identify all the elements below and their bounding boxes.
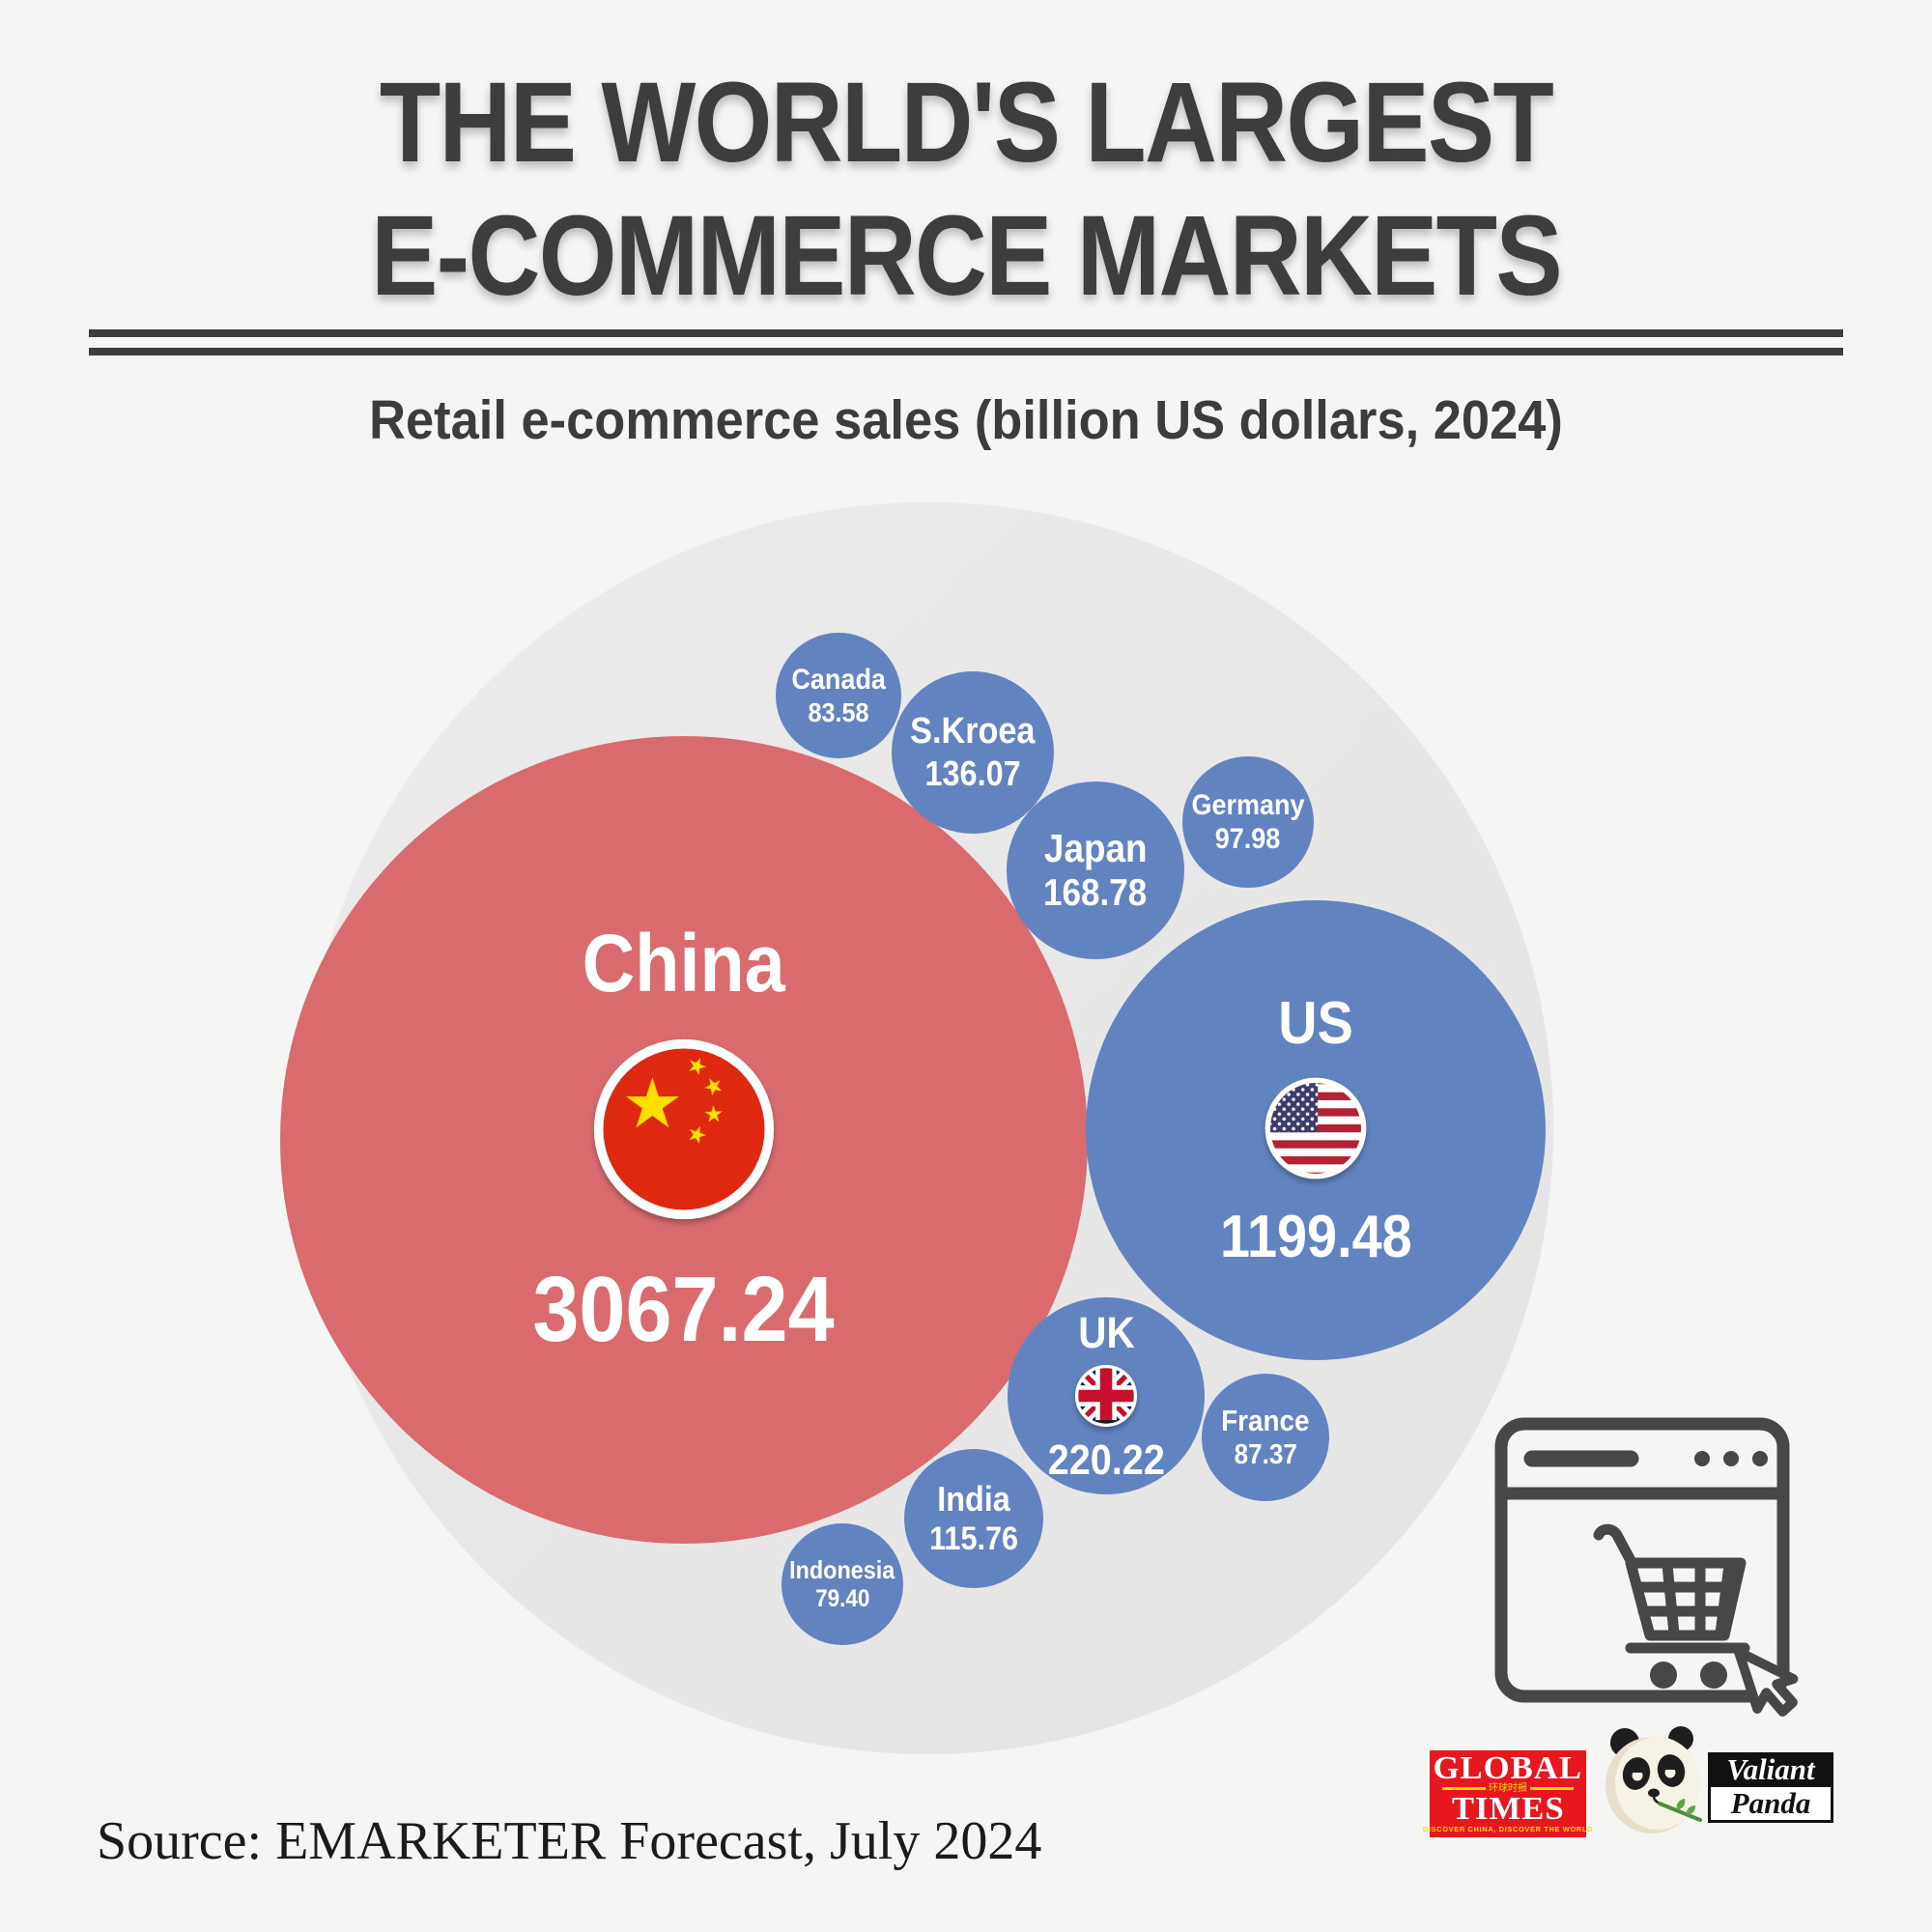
- bubble-uk: UK 220.22: [1008, 1297, 1205, 1494]
- page-title: THE WORLD'S LARGEST E-COMMERCE MARKETS: [116, 56, 1816, 323]
- bubble-india-label: India: [937, 1478, 1010, 1519]
- bubble-skorea-label: S.Kroea: [910, 711, 1036, 753]
- bubble-germany: Germany 97.98: [1182, 756, 1314, 888]
- global-times-line2: TIMES: [1451, 1791, 1565, 1828]
- title-divider: [89, 329, 1843, 355]
- bubble-skorea: S.Kroea 136.07: [892, 671, 1054, 834]
- ecommerce-cart-icon: [1494, 1417, 1799, 1718]
- bubble-japan: Japan 168.78: [1007, 781, 1184, 959]
- bubble-indonesia-value: 79.40: [814, 1584, 870, 1612]
- bubble-uk-value: 220.22: [1047, 1435, 1165, 1484]
- global-times-divider: 环球时报: [1442, 1782, 1574, 1794]
- valiant-panda-wordmark: Valiant Panda: [1708, 1752, 1833, 1824]
- source-note: Source: EMARKETER Forecast, July 2024: [97, 1811, 1042, 1871]
- bubble-germany-label: Germany: [1191, 788, 1305, 821]
- bubble-japan-label: Japan: [1043, 825, 1148, 870]
- bubble-china-label: China: [582, 917, 786, 1009]
- china-flag-icon: [593, 1038, 775, 1220]
- bubble-indonesia: Indonesia 79.40: [781, 1523, 903, 1645]
- uk-flag-icon: [1074, 1364, 1138, 1427]
- valiant-panda-logo: Valiant Panda: [1592, 1725, 1835, 1841]
- global-times-logo: GLOBAL 环球时报 TIMES DISCOVER CHINA, DISCOV…: [1423, 1750, 1593, 1837]
- bubble-china-value: 3067.24: [532, 1257, 836, 1361]
- bubble-france-value: 87.37: [1234, 1439, 1297, 1471]
- bubble-canada-label: Canada: [791, 663, 886, 696]
- bubble-uk-label: UK: [1077, 1307, 1135, 1357]
- bubble-india: India 115.76: [904, 1449, 1043, 1588]
- page-title-line1: THE WORLD'S LARGEST: [379, 59, 1554, 186]
- panda-icon: [1605, 1726, 1702, 1833]
- global-times-tagline: DISCOVER CHINA, DISCOVER THE WORLD: [1422, 1824, 1594, 1833]
- global-times-line1: GLOBAL: [1433, 1750, 1583, 1786]
- bubble-india-value: 115.76: [929, 1520, 1018, 1558]
- bubble-us-label: US: [1278, 989, 1353, 1057]
- bubble-canada-value: 83.58: [808, 697, 869, 728]
- bubble-japan-value: 168.78: [1043, 872, 1148, 915]
- cursor-icon: [1734, 1647, 1799, 1718]
- bubble-skorea-value: 136.07: [924, 753, 1021, 794]
- global-times-chinese: 环球时报: [1489, 1782, 1527, 1794]
- bubble-us: US: [1086, 900, 1546, 1360]
- bubble-indonesia-label: Indonesia: [789, 1554, 895, 1584]
- us-flag-icon: [1264, 1077, 1367, 1179]
- valiant-panda-line2: Panda: [1708, 1786, 1833, 1824]
- bubble-germany-value: 97.98: [1215, 823, 1281, 855]
- chart-subtitle: Retail e-commerce sales (billion US doll…: [369, 389, 1563, 451]
- bubble-canada: Canada 83.58: [776, 633, 901, 758]
- bubble-china: China 3067.24: [280, 736, 1088, 1544]
- page-title-line2: E-COMMERCE MARKETS: [371, 192, 1562, 321]
- bubble-france-label: France: [1221, 1403, 1310, 1437]
- valiant-panda-line1: Valiant: [1708, 1752, 1833, 1787]
- bubble-france: France 87.37: [1202, 1374, 1329, 1501]
- bubble-us-value: 1199.48: [1219, 1204, 1412, 1270]
